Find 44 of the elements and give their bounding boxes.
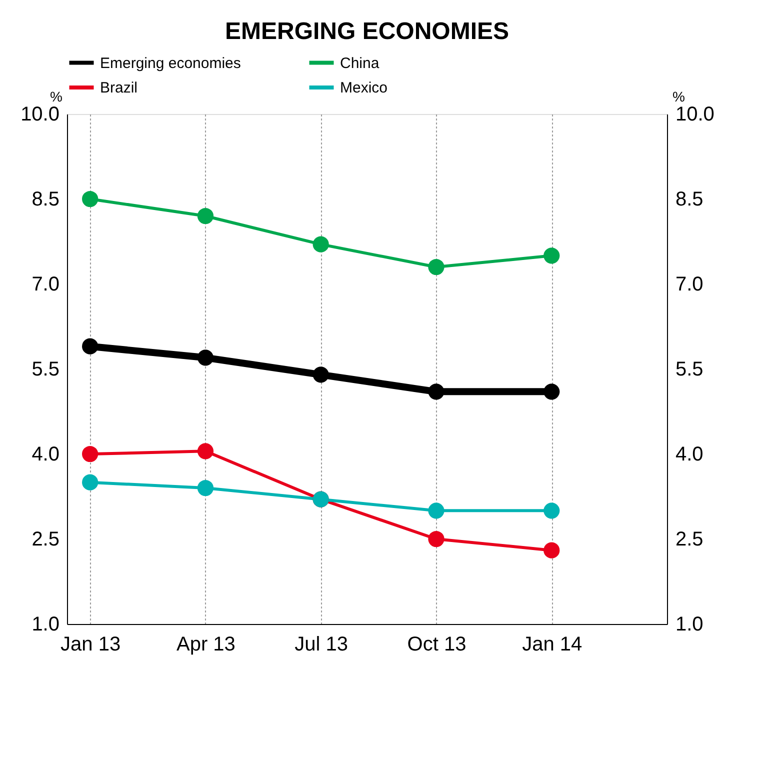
point: [197, 443, 214, 460]
point: [197, 480, 214, 496]
point: [544, 384, 560, 400]
legend-label: China: [340, 54, 380, 72]
y-tick-label: 4.0: [32, 444, 60, 466]
point: [428, 258, 444, 276]
y2-tick-label: 2.5: [676, 528, 704, 550]
point: [544, 502, 560, 519]
y2-tick-label: 10.0: [676, 104, 714, 126]
x-tick-label: Apr 13: [176, 634, 236, 656]
point: [197, 208, 214, 224]
y-tick-label: 8.5: [32, 188, 60, 210]
y-tick-label: 7.0: [32, 274, 60, 296]
point: [312, 366, 329, 383]
y2-tick-label: 5.5: [676, 358, 704, 380]
point: [544, 248, 560, 264]
point: [428, 384, 444, 400]
x-tick-label: Oct 13: [407, 634, 466, 656]
y-tick-label: 1.0: [32, 614, 60, 636]
point: [197, 350, 214, 366]
y-tick-label: 10.0: [20, 104, 60, 126]
y-axis-title: %: [50, 88, 62, 104]
y-tick-label: 2.5: [32, 528, 60, 550]
point: [82, 446, 98, 462]
chart-title: EMERGING ECONOMIES: [224, 18, 510, 45]
x-tick-label: Jan 13: [60, 634, 121, 656]
legend-label: Emerging economies: [100, 54, 241, 72]
point: [82, 474, 98, 490]
y2-tick-label: 1.0: [676, 614, 704, 636]
y2-tick-label: 4.0: [676, 444, 704, 466]
point: [82, 190, 98, 208]
x-tick-label: Jan 14: [522, 634, 582, 656]
y2-tick-label: 7.0: [676, 274, 704, 296]
point: [428, 502, 444, 519]
point: [312, 236, 329, 252]
y-tick-label: 5.5: [32, 358, 60, 380]
x-tick-label: Jul 13: [294, 634, 348, 656]
legend-label: Brazil: [100, 80, 138, 96]
y2-tick-label: 8.5: [676, 188, 704, 210]
y2-axis-title: %: [672, 88, 685, 104]
point: [82, 338, 98, 354]
point: [544, 542, 560, 558]
point: [428, 530, 444, 548]
legend-label: Mexico: [340, 80, 388, 96]
